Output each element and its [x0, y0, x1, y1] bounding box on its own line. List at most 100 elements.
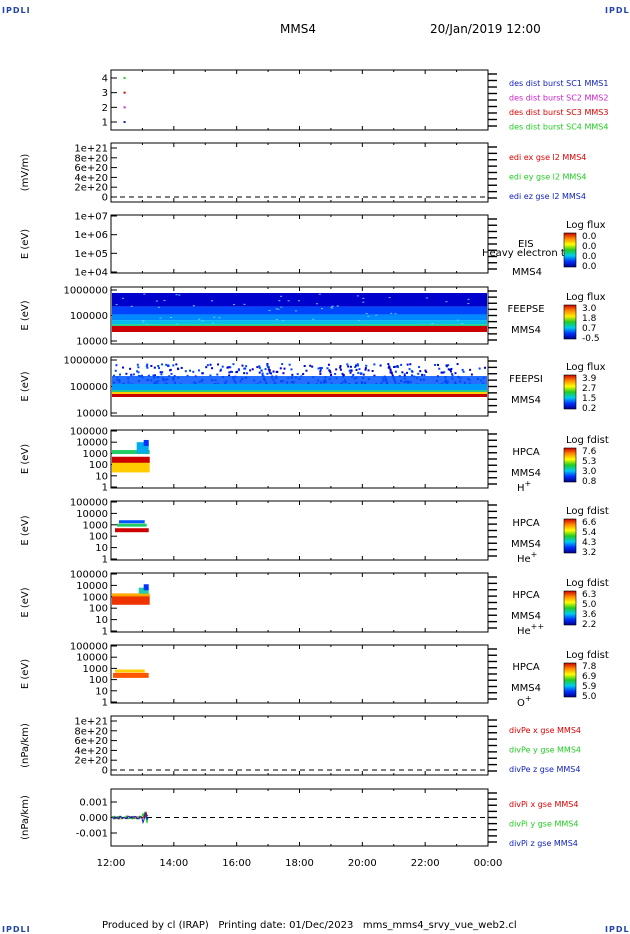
spectrogram-speck	[268, 371, 271, 374]
y-axis-label: E (eV)	[20, 229, 31, 259]
spectrogram-speck	[229, 366, 232, 369]
spectrogram-speck	[137, 366, 140, 369]
y-tick-label: 1e+05	[74, 249, 108, 260]
colorbar-tick-label: 6.9	[582, 672, 597, 682]
spectrogram-speck	[272, 370, 275, 373]
y-tick-label: 0.000	[79, 813, 108, 824]
corner-label-bottom-left: IPDLI	[2, 925, 31, 934]
spectrogram-speck	[315, 303, 318, 305]
y-tick-label: 100	[89, 460, 108, 471]
x-tick-label: 14:00	[159, 858, 188, 869]
y-tick-label: 10000	[76, 509, 108, 520]
instrument-label: FEEPSI	[509, 374, 543, 385]
spectrogram-block	[119, 520, 145, 524]
colorbar-tick-label: 0.0	[582, 262, 597, 272]
species-charge: ++	[531, 622, 544, 631]
spectrogram-speck	[246, 372, 249, 375]
y-axis-label: (nPa/km)	[20, 795, 31, 840]
spectrogram-speck	[349, 371, 352, 374]
spectrogram-speck	[467, 303, 470, 305]
spectrogram-speck	[387, 363, 390, 366]
y-tick-label: 100000	[70, 570, 108, 581]
spectrogram-speck	[198, 318, 201, 320]
spectrogram-band	[112, 293, 487, 307]
spectrogram-speck	[349, 365, 352, 368]
species-label: He+	[517, 550, 537, 565]
y-tick-label: 100000	[70, 642, 108, 653]
spectrogram-speck	[141, 374, 144, 377]
y-tick-label: 10	[95, 543, 108, 554]
spectrogram-speck	[405, 371, 408, 374]
spectrogram-block	[112, 456, 150, 463]
y-tick-label: 4	[102, 74, 108, 85]
y-tick-label: 0.001	[79, 798, 108, 809]
spectrogram-speck	[278, 300, 281, 302]
y-axis-label: E (eV)	[20, 371, 31, 401]
colorbar-tick-label: 2.2	[582, 620, 596, 630]
spectrogram-speck	[305, 369, 308, 372]
spectrogram-band	[112, 384, 487, 390]
colorbar	[563, 232, 577, 268]
y-tick-label: 3	[102, 88, 108, 99]
spectrogram-speck	[396, 365, 399, 368]
spacecraft-label: MMS4	[511, 539, 541, 550]
spectrogram-speck	[294, 310, 297, 312]
y-tick-label: 6e+20	[74, 163, 108, 174]
species-charge: +	[525, 479, 532, 488]
spectrogram-speck	[358, 368, 361, 371]
panel-0: 1 2 3 4 des dist burst SC1 MMS1 des dist burs…	[102, 69, 608, 132]
spectrogram-speck	[213, 316, 216, 318]
burst-mark	[123, 77, 126, 79]
spectrogram-speck	[157, 364, 160, 367]
spectrogram-speck	[266, 372, 269, 375]
spectrogram-speck	[205, 366, 208, 369]
spectrogram-speck	[342, 374, 345, 377]
spectrogram-speck	[367, 315, 370, 317]
colorbar-title: Log fdist	[566, 578, 609, 589]
spectrogram-speck	[456, 319, 459, 321]
spectrogram-speck	[280, 306, 283, 308]
spectrogram-speck	[291, 373, 294, 376]
spacecraft-label: MMS4	[511, 611, 541, 622]
colorbar	[563, 304, 577, 340]
spectrogram-speck	[157, 306, 160, 308]
y-axis-label: E (eV)	[20, 659, 31, 689]
spectrogram-speck	[232, 363, 235, 366]
spectrogram-speck	[318, 293, 321, 295]
overlay-label: Heavy electron to	[482, 248, 571, 259]
spectrogram-speck	[447, 364, 450, 367]
spectrogram-block	[115, 669, 145, 673]
y-axis-label: E (eV)	[20, 587, 31, 617]
spectrogram-speck	[243, 372, 246, 375]
y-tick-label: 10000	[76, 409, 108, 420]
colorbar-tick-label: 1.8	[582, 314, 597, 324]
y-tick-label: 1	[102, 118, 108, 129]
colorbar-title: Log fdist	[566, 506, 609, 517]
spectrogram-speck	[143, 293, 146, 295]
spectrogram-speck	[450, 367, 453, 370]
spectrogram-speck	[433, 363, 436, 366]
spectrogram-speck	[357, 364, 360, 367]
y-tick-label: 10000	[76, 653, 108, 664]
spectrogram-block	[112, 593, 150, 597]
spectrogram-band	[112, 314, 487, 321]
spectrogram-speck	[425, 297, 428, 299]
spectrogram-speck	[483, 366, 486, 369]
y-tick-label: 10000	[76, 337, 108, 348]
spectrogram-speck	[261, 373, 264, 376]
y-tick-label: 1e+21	[74, 717, 108, 728]
spectrogram-speck	[150, 364, 153, 367]
panel-4: 10000 100000 1000000 E (eV) FEEPSI MMS4 Log fl…	[20, 356, 606, 420]
spectrogram-block	[112, 450, 150, 455]
spectrogram-speck	[336, 305, 339, 307]
spectrogram-speck	[389, 368, 392, 371]
panel-3: 10000 100000 1000000 E (eV) FEEPSE MMS4 Log fl…	[20, 286, 606, 348]
y-tick-label: 10	[95, 686, 108, 697]
spectrogram-speck	[330, 306, 333, 308]
colorbar-title: Log fdist	[566, 435, 609, 446]
spectrogram-speck	[418, 366, 421, 369]
spectrogram-speck	[445, 301, 448, 303]
